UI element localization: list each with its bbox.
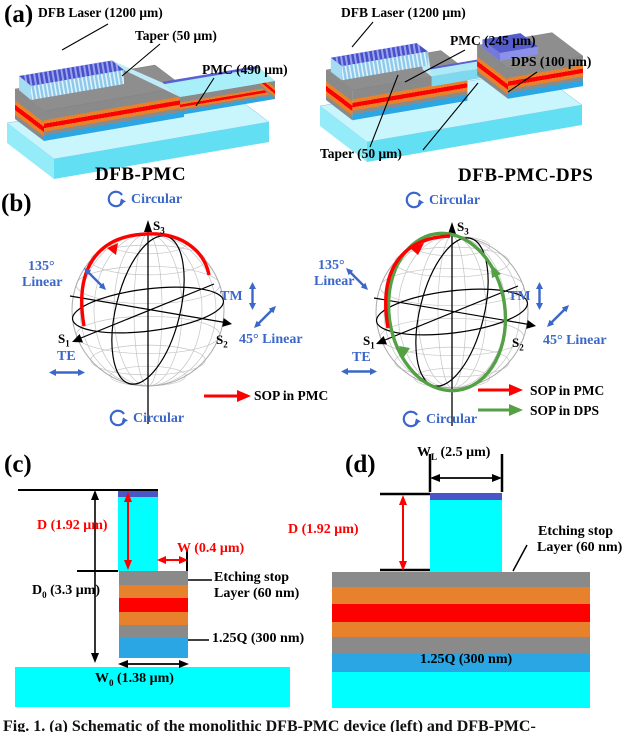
te-arrow-icon xyxy=(341,368,377,375)
label-etch-2-d: Layer (60 nm) xyxy=(537,540,623,555)
circular-polarization-icon xyxy=(405,191,424,209)
label-s2-left: S2 xyxy=(216,332,228,350)
label-135-linear-left: Linear xyxy=(22,275,63,290)
panel-c-tag: (c) xyxy=(4,451,32,478)
sop-arc-pmc-right xyxy=(384,234,451,329)
dps-section xyxy=(482,33,538,61)
label-tm-left: TM xyxy=(220,289,243,304)
label-dfb-laser-left: DFB Laser (1200 μm) xyxy=(38,5,163,20)
label-circular-top-right: Circular xyxy=(429,193,481,208)
label-circular-top-left: Circular xyxy=(131,192,183,207)
legend-sop-pmc-right: SOP in PMC xyxy=(530,383,605,398)
circular-polarization-icon xyxy=(109,409,128,427)
label-45-linear-left: 45° Linear xyxy=(239,332,303,347)
dfb-grating-left xyxy=(19,60,124,100)
tm-arrow-icon xyxy=(249,282,256,310)
label-w-dim-c: W (0.4 μm) xyxy=(177,541,245,556)
linear-45-arrow-icon xyxy=(254,306,276,328)
tm-arrow-icon xyxy=(536,282,543,310)
label-135-right: 135° xyxy=(318,258,345,273)
legend-right xyxy=(478,384,523,416)
title-dfb-pmc-dps: DFB-PMC-DPS xyxy=(458,165,594,186)
label-45-linear-right: 45° Linear xyxy=(543,333,607,348)
panel-b-tag: (b) xyxy=(1,190,32,217)
title-dfb-pmc: DFB-PMC xyxy=(95,164,187,185)
device-dfb-pmc-dps xyxy=(319,32,584,162)
label-circular-bottom-left: Circular xyxy=(133,411,185,426)
mesa-layers-c xyxy=(119,571,188,658)
red-dims-d xyxy=(399,495,407,571)
label-tm-right: TM xyxy=(508,289,531,304)
legend-sop-pmc-left: SOP in PMC xyxy=(254,388,329,403)
label-etch-1-d: Etching stop xyxy=(538,524,614,539)
label-dfb-laser-right: DFB Laser (1200 μm) xyxy=(341,5,466,20)
dim-lines-c xyxy=(18,489,212,665)
panel-b-drawing xyxy=(69,219,537,427)
ridge-cap-d xyxy=(430,493,502,500)
legend-left xyxy=(204,390,251,402)
label-etch-1-c: Etching stop xyxy=(214,570,290,585)
label-w0-dim-c: W0 (1.38 μm) xyxy=(95,671,174,688)
stack-layers-d xyxy=(332,572,590,708)
label-q-d: 1.25Q (300 nm) xyxy=(420,652,513,667)
label-s2-right: S2 xyxy=(512,335,524,353)
red-dims-c xyxy=(124,492,188,570)
label-q-c: 1.25Q (300 nm) xyxy=(212,631,305,646)
label-te-right: TE xyxy=(352,350,371,365)
label-d-dim-d: D (1.92 μm) xyxy=(288,522,359,537)
panel-a-leader-lines xyxy=(61,21,538,151)
linear-135-arrow-icon xyxy=(84,268,106,290)
ridge-c xyxy=(118,497,158,571)
panel-a-drawing xyxy=(6,21,584,179)
label-dps-right: DPS (100 μm) xyxy=(511,54,592,69)
device-dfb-pmc xyxy=(6,60,275,179)
panel-d-tag: (d) xyxy=(345,451,376,478)
sop-arc-dps-right xyxy=(386,231,508,393)
label-circular-bottom-right: Circular xyxy=(426,412,478,427)
ridge-cap-c xyxy=(118,490,158,497)
linear-45-arrow-icon xyxy=(547,305,569,327)
circular-polarization-icon xyxy=(402,410,421,428)
ridge-d xyxy=(430,500,502,572)
label-s1-left: S1 xyxy=(58,331,70,349)
label-s3-right: S3 xyxy=(457,219,469,237)
circular-polarization-icon xyxy=(107,190,126,208)
label-te-left: TE xyxy=(57,349,76,364)
panel-c-drawing xyxy=(15,489,290,707)
label-s3-left: S3 xyxy=(153,218,165,236)
label-d0-dim-c: D0 (3.3 μm) xyxy=(32,583,101,600)
label-wl-dim-d: WL (2.5 μm) xyxy=(417,445,491,462)
label-135-linear-right: Linear xyxy=(314,274,355,289)
panel-a-tag: (a) xyxy=(4,1,34,28)
label-etch-2-c: Layer (60 nm) xyxy=(214,586,300,601)
legend-sop-dps-right: SOP in DPS xyxy=(530,403,600,418)
te-arrow-icon xyxy=(49,369,85,376)
label-taper-right: Taper (50 μm) xyxy=(320,146,402,161)
label-pmc-right: PMC (245 μm) xyxy=(450,33,536,48)
dfb-grating-right xyxy=(330,43,428,81)
substrate-c xyxy=(15,667,290,707)
dim-lines-d xyxy=(380,454,528,572)
label-pmc-left: PMC (490 μm) xyxy=(202,62,288,77)
linear-135-arrow-icon xyxy=(346,268,368,290)
dim-arrowheads-d xyxy=(430,474,502,482)
dim-arrowheads-c xyxy=(91,490,189,668)
label-s1-right: S1 xyxy=(363,333,375,351)
label-135-left: 135° xyxy=(28,259,55,274)
label-taper-left: Taper (50 μm) xyxy=(135,28,217,43)
figure-caption: Fig. 1. (a) Schematic of the monolithic … xyxy=(3,718,536,732)
sop-arc-pmc-left xyxy=(80,232,211,327)
panel-d-drawing xyxy=(332,454,590,708)
label-d-dim-c: D (1.92 μm) xyxy=(37,518,108,533)
